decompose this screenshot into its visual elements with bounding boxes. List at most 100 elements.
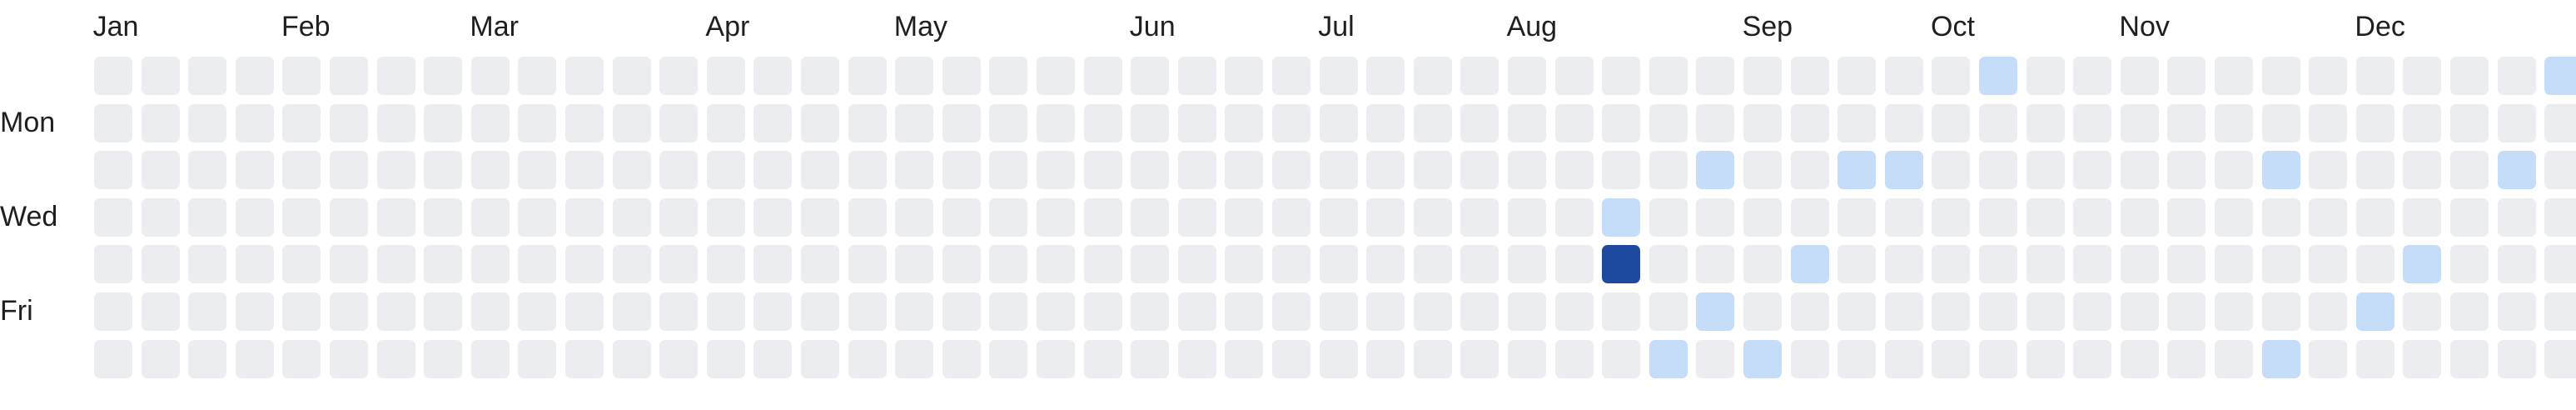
day-cell[interactable] — [1790, 103, 1829, 142]
day-cell[interactable] — [94, 151, 132, 190]
day-cell[interactable] — [1366, 292, 1405, 331]
day-cell[interactable] — [2120, 57, 2159, 95]
day-cell[interactable] — [2167, 198, 2206, 237]
day-cell[interactable] — [1790, 339, 1829, 378]
day-cell[interactable] — [1932, 292, 1971, 331]
day-cell[interactable] — [2261, 103, 2300, 142]
day-cell[interactable] — [1602, 198, 1641, 237]
day-cell[interactable] — [1838, 198, 1877, 237]
day-cell[interactable] — [2450, 245, 2489, 284]
day-cell[interactable] — [2261, 292, 2300, 331]
day-cell[interactable] — [330, 103, 368, 142]
day-cell[interactable] — [376, 103, 415, 142]
day-cell[interactable] — [1319, 103, 1358, 142]
day-cell[interactable] — [470, 245, 510, 284]
day-cell[interactable] — [2215, 292, 2253, 331]
day-cell[interactable] — [2403, 198, 2442, 237]
day-cell[interactable] — [1508, 57, 1546, 95]
day-cell[interactable] — [1884, 151, 1923, 190]
day-cell[interactable] — [2026, 103, 2065, 142]
day-cell[interactable] — [659, 57, 699, 95]
day-cell[interactable] — [1696, 292, 1735, 331]
day-cell[interactable] — [848, 245, 887, 284]
day-cell[interactable] — [1554, 103, 1594, 142]
day-cell[interactable] — [1037, 57, 1075, 95]
day-cell[interactable] — [1979, 151, 2017, 190]
day-cell[interactable] — [1037, 103, 1075, 142]
day-cell[interactable] — [895, 57, 934, 95]
day-cell[interactable] — [612, 57, 651, 95]
day-cell[interactable] — [612, 339, 651, 378]
day-cell[interactable] — [612, 103, 651, 142]
day-cell[interactable] — [1743, 103, 1782, 142]
day-cell[interactable] — [1602, 339, 1641, 378]
day-cell[interactable] — [518, 198, 557, 237]
day-cell[interactable] — [848, 198, 887, 237]
day-cell[interactable] — [94, 103, 132, 142]
day-cell[interactable] — [330, 292, 368, 331]
day-cell[interactable] — [2403, 103, 2442, 142]
day-cell[interactable] — [94, 339, 132, 378]
day-cell[interactable] — [612, 151, 651, 190]
day-cell[interactable] — [1838, 292, 1877, 331]
day-cell[interactable] — [1083, 57, 1122, 95]
day-cell[interactable] — [1649, 198, 1688, 237]
day-cell[interactable] — [2073, 198, 2112, 237]
day-cell[interactable] — [2544, 151, 2576, 190]
day-cell[interactable] — [801, 198, 839, 237]
day-cell[interactable] — [848, 103, 887, 142]
day-cell[interactable] — [1131, 245, 1170, 284]
day-cell[interactable] — [2355, 57, 2394, 95]
day-cell[interactable] — [1131, 103, 1170, 142]
day-cell[interactable] — [1037, 151, 1075, 190]
day-cell[interactable] — [1602, 151, 1641, 190]
day-cell[interactable] — [1037, 245, 1075, 284]
day-cell[interactable] — [2450, 103, 2489, 142]
day-cell[interactable] — [1083, 198, 1122, 237]
day-cell[interactable] — [1838, 339, 1877, 378]
day-cell[interactable] — [1743, 198, 1782, 237]
day-cell[interactable] — [2403, 292, 2442, 331]
day-cell[interactable] — [1932, 339, 1971, 378]
day-cell[interactable] — [753, 292, 793, 331]
day-cell[interactable] — [2355, 151, 2394, 190]
day-cell[interactable] — [1177, 245, 1216, 284]
day-cell[interactable] — [2355, 245, 2394, 284]
day-cell[interactable] — [753, 339, 793, 378]
day-cell[interactable] — [376, 57, 415, 95]
day-cell[interactable] — [2403, 245, 2442, 284]
day-cell[interactable] — [2544, 198, 2576, 237]
day-cell[interactable] — [1554, 339, 1594, 378]
day-cell[interactable] — [235, 292, 274, 331]
day-cell[interactable] — [2497, 57, 2536, 95]
day-cell[interactable] — [1460, 151, 1499, 190]
day-cell[interactable] — [1884, 245, 1923, 284]
day-cell[interactable] — [424, 245, 463, 284]
day-cell[interactable] — [470, 198, 510, 237]
day-cell[interactable] — [848, 292, 887, 331]
day-cell[interactable] — [2120, 198, 2159, 237]
day-cell[interactable] — [1272, 57, 1310, 95]
day-cell[interactable] — [1884, 57, 1923, 95]
day-cell[interactable] — [753, 245, 793, 284]
day-cell[interactable] — [565, 292, 604, 331]
day-cell[interactable] — [2450, 57, 2489, 95]
day-cell[interactable] — [2497, 151, 2536, 190]
day-cell[interactable] — [1508, 245, 1546, 284]
day-cell[interactable] — [330, 151, 368, 190]
day-cell[interactable] — [565, 245, 604, 284]
day-cell[interactable] — [141, 292, 180, 331]
day-cell[interactable] — [612, 292, 651, 331]
day-cell[interactable] — [1460, 103, 1499, 142]
day-cell[interactable] — [659, 151, 699, 190]
day-cell[interactable] — [659, 292, 699, 331]
day-cell[interactable] — [1177, 151, 1216, 190]
day-cell[interactable] — [706, 292, 745, 331]
day-cell[interactable] — [2026, 245, 2065, 284]
day-cell[interactable] — [1225, 339, 1264, 378]
day-cell[interactable] — [2544, 339, 2576, 378]
day-cell[interactable] — [1319, 292, 1358, 331]
day-cell[interactable] — [2026, 198, 2065, 237]
day-cell[interactable] — [2215, 57, 2253, 95]
day-cell[interactable] — [141, 198, 180, 237]
